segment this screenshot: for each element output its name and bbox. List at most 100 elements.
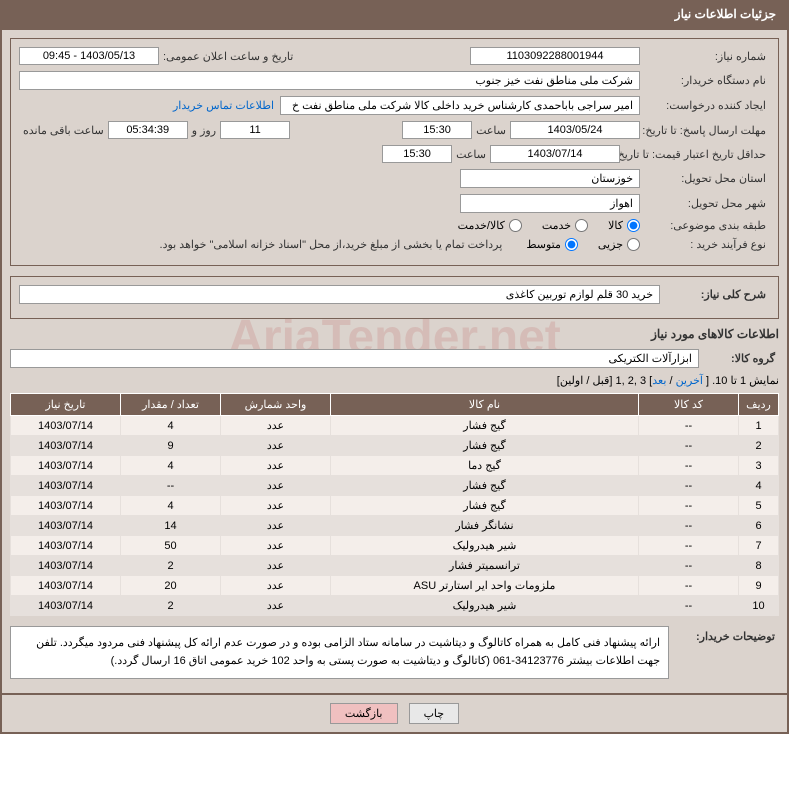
th-unit: واحد شمارش xyxy=(221,394,331,416)
description-label: توضیحات خریدار: xyxy=(669,626,779,643)
process-medium-input[interactable] xyxy=(565,238,578,251)
time-label-1: ساعت xyxy=(472,124,510,137)
table-cell-qty: 4 xyxy=(121,496,221,516)
summary-label: شرح کلی نیاز: xyxy=(660,288,770,301)
pagination-prefix: نمایش 1 تا 10. [ xyxy=(703,375,779,387)
category-goods-radio[interactable]: کالا xyxy=(608,219,640,232)
category-both-label: کالا/خدمت xyxy=(458,219,505,232)
table-row: 1--گیج فشارعدد41403/07/14 xyxy=(11,416,779,436)
category-service-input[interactable] xyxy=(575,219,588,232)
countdown-value: 05:34:39 xyxy=(108,121,188,139)
pagination: نمایش 1 تا 10. [ آخرین / بعد] 3 ,2 ,1 [ق… xyxy=(10,374,779,387)
requester-label: ایجاد کننده درخواست: xyxy=(640,99,770,112)
table-cell-qty: 2 xyxy=(121,556,221,576)
table-cell-qty: -- xyxy=(121,476,221,496)
table-cell-date: 1403/07/14 xyxy=(11,476,121,496)
process-medium-label: متوسط xyxy=(526,238,561,251)
back-button[interactable]: بازگشت xyxy=(330,703,398,724)
table-cell-unit: عدد xyxy=(221,416,331,436)
category-label: طبقه بندی موضوعی: xyxy=(640,219,770,232)
table-cell-n: 2 xyxy=(739,436,779,456)
table-row: 9--ملزومات واحد ایر استارتر ASUعدد201403… xyxy=(11,576,779,596)
category-goods-label: کالا xyxy=(608,219,623,232)
table-cell-date: 1403/07/14 xyxy=(11,456,121,476)
goods-table: ردیف کد کالا نام کالا واحد شمارش تعداد /… xyxy=(10,393,779,616)
table-row: 4--گیج فشارعدد--1403/07/14 xyxy=(11,476,779,496)
table-cell-qty: 2 xyxy=(121,596,221,616)
table-cell-code: -- xyxy=(639,416,739,436)
table-cell-unit: عدد xyxy=(221,496,331,516)
th-qty: تعداد / مقدار xyxy=(121,394,221,416)
table-cell-name: گیج فشار xyxy=(331,476,639,496)
pagination-last-link[interactable]: آخرین xyxy=(676,375,703,387)
city-value: اهواز xyxy=(460,194,640,213)
table-cell-date: 1403/07/14 xyxy=(11,536,121,556)
table-cell-code: -- xyxy=(639,456,739,476)
table-cell-unit: عدد xyxy=(221,436,331,456)
description-text: ارائه پیشنهاد فنی کامل به همراه کاتالوگ … xyxy=(10,626,669,679)
table-row: 6--نشانگر فشارعدد141403/07/14 xyxy=(11,516,779,536)
th-code: کد کالا xyxy=(639,394,739,416)
category-service-radio[interactable]: خدمت xyxy=(542,219,588,232)
table-row: 8--ترانسمیتر فشارعدد21403/07/14 xyxy=(11,556,779,576)
pagination-next-link[interactable]: بعد xyxy=(652,375,666,387)
th-date: تاریخ نیاز xyxy=(11,394,121,416)
deadline-label: مهلت ارسال پاسخ: تا تاریخ: xyxy=(640,124,770,137)
table-cell-unit: عدد xyxy=(221,516,331,536)
table-cell-n: 7 xyxy=(739,536,779,556)
process-medium-radio[interactable]: متوسط xyxy=(526,238,578,251)
table-cell-unit: عدد xyxy=(221,576,331,596)
category-service-label: خدمت xyxy=(542,219,571,232)
buyer-org-label: نام دستگاه خریدار: xyxy=(640,74,770,87)
table-cell-code: -- xyxy=(639,496,739,516)
table-cell-code: -- xyxy=(639,596,739,616)
goods-section-title: اطلاعات کالاهای مورد نیاز xyxy=(10,327,779,341)
table-cell-qty: 20 xyxy=(121,576,221,596)
table-cell-date: 1403/07/14 xyxy=(11,516,121,536)
table-cell-date: 1403/07/14 xyxy=(11,436,121,456)
table-cell-n: 3 xyxy=(739,456,779,476)
province-value: خوزستان xyxy=(460,169,640,188)
category-goods-input[interactable] xyxy=(627,219,640,232)
table-cell-code: -- xyxy=(639,556,739,576)
pagination-first: اولین xyxy=(560,375,583,387)
group-label: گروه کالا: xyxy=(699,352,779,365)
table-cell-qty: 14 xyxy=(121,516,221,536)
pagination-pages: ] 3 ,2 ,1 [ xyxy=(609,375,652,387)
table-cell-qty: 4 xyxy=(121,416,221,436)
panel-title: جزئیات اطلاعات نیاز xyxy=(675,7,776,21)
table-cell-unit: عدد xyxy=(221,556,331,576)
buyer-org-value: شرکت ملی مناطق نفت خیز جنوب xyxy=(19,71,640,90)
print-button[interactable]: چاپ xyxy=(409,703,460,724)
table-cell-unit: عدد xyxy=(221,536,331,556)
validity-date-value: 1403/07/14 xyxy=(490,145,620,163)
process-partial-input[interactable] xyxy=(627,238,640,251)
group-value: ابزارآلات الکتریکی xyxy=(10,349,699,368)
panel-header: جزئیات اطلاعات نیاز xyxy=(0,0,789,28)
need-number-value: 1103092288001944 xyxy=(470,47,640,65)
process-note: پرداخت تمام یا بخشی از مبلغ خرید،از محل … xyxy=(156,238,507,251)
contact-buyer-link[interactable]: اطلاعات تماس خریدار xyxy=(173,99,274,112)
table-cell-n: 5 xyxy=(739,496,779,516)
table-cell-name: نشانگر فشار xyxy=(331,516,639,536)
th-row: ردیف xyxy=(739,394,779,416)
category-both-input[interactable] xyxy=(509,219,522,232)
process-partial-label: جزیی xyxy=(598,238,623,251)
table-cell-qty: 50 xyxy=(121,536,221,556)
table-cell-name: ترانسمیتر فشار xyxy=(331,556,639,576)
table-cell-unit: عدد xyxy=(221,476,331,496)
table-cell-unit: عدد xyxy=(221,596,331,616)
process-label: نوع فرآیند خرید : xyxy=(640,238,770,251)
category-both-radio[interactable]: کالا/خدمت xyxy=(458,219,522,232)
process-partial-radio[interactable]: جزیی xyxy=(598,238,640,251)
table-cell-code: -- xyxy=(639,576,739,596)
table-cell-code: -- xyxy=(639,516,739,536)
days-suffix: روز و xyxy=(188,124,220,137)
province-label: استان محل تحویل: xyxy=(640,172,770,185)
table-row: 2--گیج فشارعدد91403/07/14 xyxy=(11,436,779,456)
table-cell-name: شیر هیدرولیک xyxy=(331,536,639,556)
need-number-label: شماره نیاز: xyxy=(640,50,770,63)
table-cell-code: -- xyxy=(639,476,739,496)
validity-label: حداقل تاریخ اعتبار قیمت: تا تاریخ: xyxy=(620,148,770,161)
table-cell-n: 8 xyxy=(739,556,779,576)
